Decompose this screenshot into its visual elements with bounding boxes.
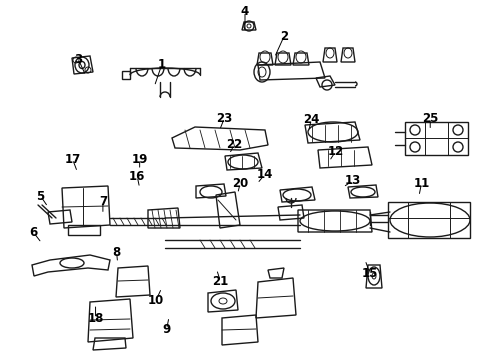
Text: 11: 11 [413, 177, 430, 190]
Text: 16: 16 [129, 170, 146, 183]
Text: 25: 25 [422, 112, 439, 125]
Text: 3: 3 [74, 53, 82, 66]
Text: 19: 19 [131, 153, 148, 166]
Text: 15: 15 [362, 267, 378, 280]
Text: 8: 8 [113, 246, 121, 258]
Text: 9: 9 [163, 323, 171, 336]
Text: 22: 22 [226, 138, 243, 151]
Text: 18: 18 [87, 312, 104, 325]
Text: 10: 10 [147, 294, 164, 307]
Text: 20: 20 [232, 177, 248, 190]
Text: 21: 21 [212, 275, 229, 288]
Text: 4: 4 [241, 5, 249, 18]
Text: 1: 1 [158, 58, 166, 71]
Text: 12: 12 [327, 145, 344, 158]
Text: 24: 24 [303, 113, 319, 126]
Text: 17: 17 [64, 153, 81, 166]
Text: 13: 13 [344, 174, 361, 187]
Text: 7: 7 [99, 195, 107, 208]
Text: 14: 14 [256, 168, 273, 181]
Text: 6: 6 [29, 226, 37, 239]
Text: 2: 2 [280, 30, 288, 42]
Text: 5: 5 [37, 190, 45, 203]
Text: 23: 23 [216, 112, 233, 125]
